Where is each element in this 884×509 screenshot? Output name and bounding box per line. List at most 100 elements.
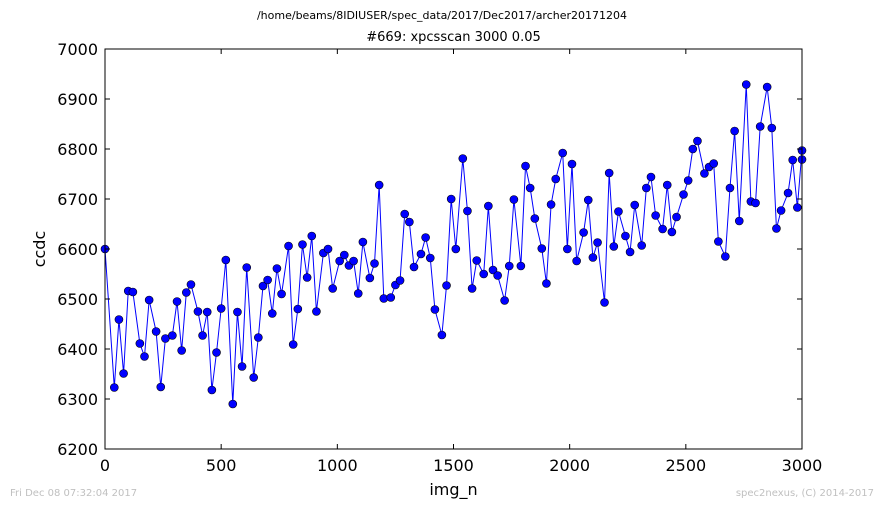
data-point (563, 244, 572, 254)
data-point (579, 228, 588, 237)
data-point (109, 383, 119, 392)
data-point (442, 281, 451, 290)
y-tick-label: 6700 (57, 190, 98, 209)
data-point (446, 194, 456, 204)
data-point (467, 284, 477, 293)
data-point (537, 244, 547, 253)
data-point (451, 244, 461, 254)
data-point (700, 169, 709, 178)
data-point (212, 348, 221, 357)
data-point (542, 279, 551, 288)
data-point (751, 198, 760, 208)
x-tick-label: 2000 (549, 456, 590, 475)
x-axis-label: img_n (429, 480, 477, 500)
data-point (600, 298, 609, 307)
x-tick-label: 2500 (665, 456, 706, 475)
data-point (725, 183, 735, 193)
data-point (558, 148, 567, 158)
data-point (567, 159, 577, 169)
data-point (258, 281, 268, 291)
data-point (405, 217, 414, 227)
data-point (767, 123, 777, 133)
data-point (144, 295, 154, 305)
x-tick-label: 500 (206, 456, 237, 475)
data-point (509, 195, 519, 204)
data-point (525, 183, 535, 193)
data-point (365, 273, 375, 283)
data-point (288, 340, 298, 349)
y-tick-label: 6400 (57, 340, 98, 359)
data-point (395, 276, 405, 285)
data-point (662, 180, 672, 190)
data-point (783, 188, 793, 198)
data-point (458, 154, 468, 163)
y-tick-label: 6600 (57, 240, 98, 259)
data-point (688, 144, 698, 154)
data-point (614, 207, 623, 216)
data-point (709, 159, 719, 168)
data-point (151, 327, 161, 336)
data-point (221, 255, 231, 265)
data-point (374, 180, 384, 190)
data-point (425, 253, 435, 263)
data-point (254, 333, 263, 342)
y-tick-label: 7000 (57, 40, 98, 59)
data-point (788, 155, 798, 165)
data-point (237, 362, 247, 371)
data-point (721, 252, 730, 261)
y-tick-label: 6300 (57, 390, 98, 409)
data-point (588, 253, 598, 262)
data-point (293, 304, 303, 314)
data-point (741, 80, 751, 89)
data-point (312, 307, 321, 316)
data-point (500, 296, 509, 305)
data-point (328, 284, 337, 293)
data-point (302, 273, 312, 282)
data-point (202, 307, 212, 317)
timestamp: Fri Dec 08 07:32:04 2017 (10, 488, 138, 499)
data-point (484, 201, 493, 211)
data-point (463, 206, 472, 216)
data-point (340, 250, 349, 260)
data-point (630, 200, 640, 210)
data-point (530, 214, 540, 223)
data-point (772, 224, 781, 233)
data-point (642, 183, 651, 193)
data-point (228, 399, 238, 409)
data-point (593, 238, 602, 247)
data-point (172, 297, 182, 306)
data-point (651, 211, 660, 220)
data-point (168, 331, 177, 340)
data-point (479, 269, 489, 279)
data-point (277, 289, 286, 299)
data-point (755, 122, 765, 131)
data-point (140, 352, 149, 361)
data-point (400, 209, 410, 219)
x-tick-label: 1000 (317, 456, 358, 475)
data-point (267, 309, 277, 318)
data-point (156, 382, 166, 392)
data-point (177, 346, 186, 355)
data-point (263, 275, 272, 285)
data-point (621, 231, 630, 241)
data-point (186, 280, 196, 289)
data-point (437, 330, 447, 340)
data-point (504, 261, 514, 271)
data-point (679, 190, 688, 199)
data-point (182, 288, 191, 297)
data-point (762, 82, 772, 92)
data-point (516, 261, 526, 271)
data-point (284, 241, 293, 251)
data-point (583, 195, 593, 205)
data-point (714, 237, 723, 246)
data-point (693, 136, 702, 146)
data-point (604, 168, 614, 178)
data-point (416, 249, 426, 259)
data-point (734, 216, 744, 226)
data-point (521, 161, 530, 171)
data-point (323, 244, 333, 254)
data-point (667, 227, 677, 237)
data-point (233, 307, 242, 317)
data-point (249, 373, 258, 382)
